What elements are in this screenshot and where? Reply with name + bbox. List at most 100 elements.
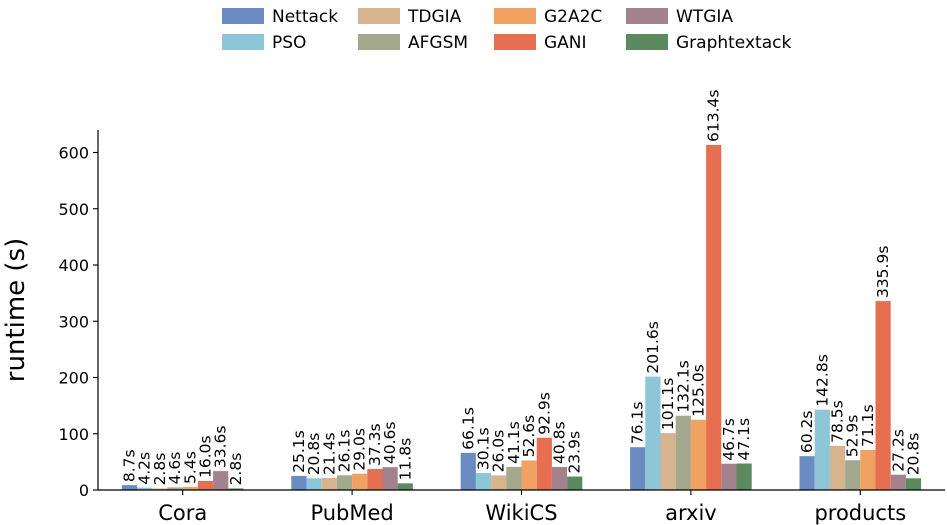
bar-label-pubmed-gani: 37.3s bbox=[366, 423, 384, 466]
bar-label-pubmed-g2a2c: 29.0s bbox=[351, 428, 369, 471]
bar-label-arxiv-gani: 613.4s bbox=[705, 90, 723, 142]
legend-label-graphtextack: Graphtextack bbox=[676, 33, 791, 53]
bar-label-arxiv-wtgia: 46.7s bbox=[720, 418, 738, 461]
bar-products-afgsm bbox=[845, 460, 861, 490]
legend-swatch-gani bbox=[494, 34, 536, 50]
x-tick-label-cora: Cora bbox=[158, 501, 207, 525]
bar-cora-pso bbox=[137, 487, 153, 490]
bar-wikics-pso bbox=[475, 473, 492, 490]
y-tick-label-200: 200 bbox=[58, 369, 89, 388]
bar-arxiv-afgsm bbox=[675, 415, 691, 490]
bar-cora-gani bbox=[197, 481, 214, 490]
bar-wikics-nettack bbox=[460, 452, 476, 490]
bar-products-tdgia bbox=[829, 445, 846, 490]
bar-products-graphtextack bbox=[905, 478, 922, 490]
bar-label-products-graphtextack: 20.8s bbox=[905, 433, 923, 476]
bar-label-cora-gani: 16.0s bbox=[197, 435, 215, 478]
bar-label-cora-graphtextack: 2.8s bbox=[227, 453, 245, 486]
bar-wikics-afgsm bbox=[506, 466, 522, 490]
axes: 0 100 200 300 400 500 600 Cora PubMed WikiCS arxiv… bbox=[58, 130, 945, 525]
bar-label-arxiv-g2a2c: 125.0s bbox=[690, 364, 708, 416]
legend-label-g2a2c: G2A2C bbox=[544, 7, 602, 27]
bar-arxiv-pso bbox=[645, 376, 661, 490]
bar-label-pubmed-pso: 20.8s bbox=[305, 433, 323, 476]
bar-cora-tdgia bbox=[152, 488, 168, 490]
bar-label-wikics-graphtextack: 23.9s bbox=[566, 431, 584, 474]
bar-arxiv-tdgia bbox=[660, 433, 676, 490]
bar-label-products-gani: 335.9s bbox=[874, 246, 892, 298]
bar-pubmed-pso bbox=[306, 478, 322, 490]
y-tick-label-300: 300 bbox=[58, 312, 89, 331]
bar-label-arxiv-pso: 201.6s bbox=[644, 321, 662, 373]
legend-label-wtgia: WTGIA bbox=[676, 7, 733, 27]
x-tick-label-wikics: WikiCS bbox=[485, 501, 557, 525]
bar-label-cora-afgsm: 4.6s bbox=[166, 452, 184, 485]
bar-label-pubmed-tdgia: 21.4s bbox=[320, 432, 338, 475]
bar-label-cora-tdgia: 2.8s bbox=[151, 453, 169, 486]
y-tick-label-600: 600 bbox=[58, 144, 89, 163]
y-tick-label-400: 400 bbox=[58, 256, 89, 275]
bar-label-products-wtgia: 27.2s bbox=[889, 429, 907, 472]
bar-label-arxiv-graphtextack: 47.1s bbox=[735, 418, 753, 461]
bar-cora-wtgia bbox=[213, 471, 229, 490]
x-tick-label-products: products bbox=[814, 501, 906, 525]
bar-arxiv-wtgia bbox=[721, 463, 737, 490]
bar-label-cora-g2a2c: 5.4s bbox=[181, 451, 199, 484]
bar-pubmed-gani bbox=[367, 469, 383, 490]
bar-label-wikics-gani: 92.9s bbox=[535, 392, 553, 435]
x-tick-label-arxiv: arxiv bbox=[665, 501, 717, 525]
bar-pubmed-nettack bbox=[291, 475, 307, 490]
bar-label-wikics-nettack: 66.1s bbox=[459, 407, 477, 450]
legend-swatch-pso bbox=[222, 34, 264, 50]
bar-cora-graphtextack bbox=[228, 488, 244, 490]
bar-label-wikics-g2a2c: 52.6s bbox=[520, 415, 538, 458]
bar-products-gani bbox=[875, 301, 891, 490]
bar-pubmed-tdgia bbox=[321, 477, 337, 490]
bar-products-wtgia bbox=[890, 474, 906, 490]
bar-label-products-nettack: 60.2s bbox=[798, 411, 816, 454]
bar-label-arxiv-tdgia: 101.1s bbox=[659, 378, 677, 430]
bar-pubmed-wtgia bbox=[382, 467, 398, 490]
y-axis-title: runtime (s) bbox=[1, 238, 31, 383]
bar-products-pso bbox=[814, 409, 830, 490]
bar-label-pubmed-graphtextack: 11.8s bbox=[396, 438, 414, 481]
bar-label-products-afgsm: 52.9s bbox=[844, 415, 862, 458]
y-tick-label-100: 100 bbox=[58, 425, 89, 444]
legend-label-gani: GANI bbox=[544, 33, 587, 53]
legend-swatch-graphtextack bbox=[626, 34, 668, 50]
bar-label-cora-nettack: 8.7s bbox=[121, 449, 139, 482]
x-tick-label-pubmed: PubMed bbox=[310, 501, 393, 525]
bar-wikics-g2a2c bbox=[521, 460, 537, 490]
bar-label-wikics-pso: 30.1s bbox=[475, 427, 493, 470]
bar-wikics-gani bbox=[536, 437, 552, 490]
bar-label-wikics-afgsm: 41.1s bbox=[505, 421, 523, 464]
legend-swatch-nettack bbox=[222, 8, 264, 24]
bar-label-products-g2a2c: 71.1s bbox=[859, 404, 877, 447]
bar-cora-nettack bbox=[121, 485, 138, 490]
bar-cora-afgsm bbox=[167, 487, 183, 490]
bar-label-arxiv-nettack: 76.1s bbox=[629, 402, 647, 445]
bar-label-cora-pso: 4.2s bbox=[136, 452, 154, 485]
legend-swatch-afgsm bbox=[358, 34, 400, 50]
bar-products-nettack bbox=[799, 456, 815, 490]
bar-label-cora-wtgia: 33.6s bbox=[212, 426, 230, 469]
bar-label-wikics-tdgia: 26.0s bbox=[490, 430, 508, 473]
legend-label-afgsm: AFGSM bbox=[408, 33, 468, 53]
bar-label-arxiv-afgsm: 132.1s bbox=[674, 360, 692, 412]
legend-swatch-wtgia bbox=[626, 8, 668, 24]
bar-products-g2a2c bbox=[860, 450, 876, 490]
legend-label-tdgia: TDGIA bbox=[407, 7, 462, 27]
legend: Nettack PSO TDGIA AFGSM G2A2C GANI WTGIA Grapht… bbox=[222, 7, 791, 53]
legend-label-nettack: Nettack bbox=[272, 7, 338, 27]
bar-label-products-tdgia: 78.5s bbox=[829, 400, 847, 443]
bar-pubmed-graphtextack bbox=[397, 483, 413, 490]
y-tick-label-0: 0 bbox=[79, 481, 89, 500]
bar-pubmed-g2a2c bbox=[352, 473, 368, 490]
y-tick-label-500: 500 bbox=[58, 200, 89, 219]
bar-wikics-tdgia bbox=[491, 475, 507, 491]
bar-arxiv-graphtextack bbox=[736, 463, 752, 490]
bar-wikics-wtgia bbox=[551, 467, 568, 490]
bar-pubmed-afgsm bbox=[336, 475, 353, 490]
